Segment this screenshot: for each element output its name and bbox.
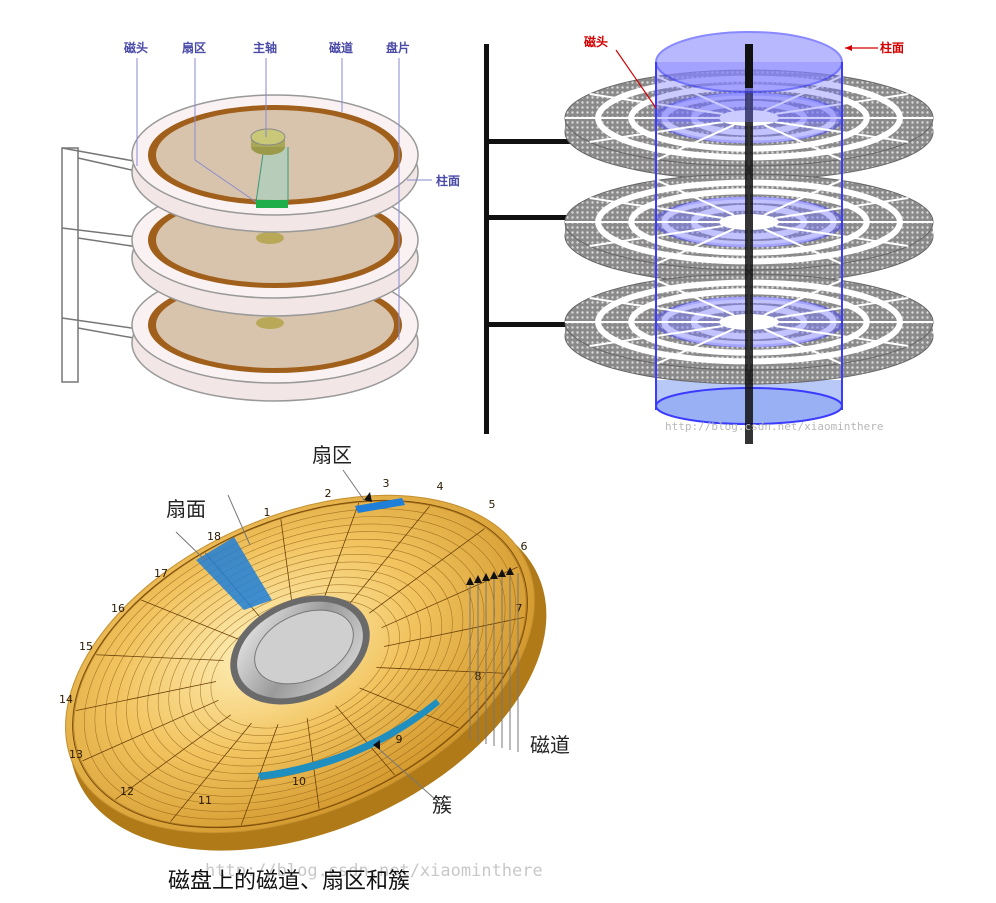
sector-number-13: 13 <box>69 748 83 761</box>
sector-number-5: 5 <box>489 498 496 511</box>
sector-number-16: 16 <box>111 602 125 615</box>
label-cylinder-red: 柱面 <box>880 40 904 55</box>
sector-number-1: 1 <box>264 506 271 519</box>
watermark-top: http://blog.csdn.net/xiaominthere <box>665 420 884 433</box>
label-cluster-big: 簇 <box>432 793 452 817</box>
sector-number-7: 7 <box>516 602 523 615</box>
label-cylinder: 柱面 <box>436 173 460 188</box>
highlighted-sector-strip <box>355 498 405 513</box>
track-markers <box>466 567 514 585</box>
label-head-red: 磁头 <box>583 34 608 49</box>
label-spindle: 主轴 <box>253 40 277 55</box>
spindle-hub <box>250 128 286 155</box>
sector-number-9: 9 <box>396 733 403 746</box>
platter-1 <box>131 94 419 233</box>
label-sector: 扇区 <box>182 40 206 55</box>
figure-caption: 磁盘上的磁道、扇区和簇 <box>168 869 410 894</box>
highlighted-sector <box>256 200 288 208</box>
sector-number-14: 14 <box>59 693 73 706</box>
diagram-platter-stack: 磁头 扇区 主轴 磁道 盘片 柱面 <box>61 40 460 402</box>
sector-number-12: 12 <box>120 785 134 798</box>
diagram-cylinder: 磁头 柱面 http://blog.csdn.net/xiaominthere <box>484 31 934 444</box>
sector-number-17: 17 <box>154 567 168 580</box>
label-platter: 盘片 <box>386 40 410 55</box>
highlighted-surface-wedge <box>196 537 272 610</box>
cylinder-body <box>655 31 843 410</box>
sector-number-11: 11 <box>198 794 212 807</box>
highlighted-cluster-arc <box>258 699 440 780</box>
sector-number-3: 3 <box>383 477 390 490</box>
leader-lines <box>136 58 432 340</box>
sector-number-18: 18 <box>207 530 221 543</box>
sector-number-10: 10 <box>292 775 306 788</box>
label-track: 磁道 <box>328 40 353 55</box>
disk-leaders <box>175 469 519 801</box>
label-track-big: 磁道 <box>530 733 570 757</box>
sector-number-4: 4 <box>437 480 444 493</box>
sector-number-15: 15 <box>79 640 93 653</box>
sector-number-6: 6 <box>521 540 528 553</box>
watermark-bottom: http://blog.csdn.net/xiaominthere <box>205 861 543 881</box>
label-surface-big: 扇面 <box>166 497 206 521</box>
label-sector-big: 扇区 <box>312 443 352 467</box>
sector-number-2: 2 <box>325 487 332 500</box>
spindle-rod <box>745 44 753 444</box>
actuator-bar <box>484 44 489 434</box>
disk-hub <box>230 595 370 705</box>
label-head: 磁头 <box>123 40 148 55</box>
